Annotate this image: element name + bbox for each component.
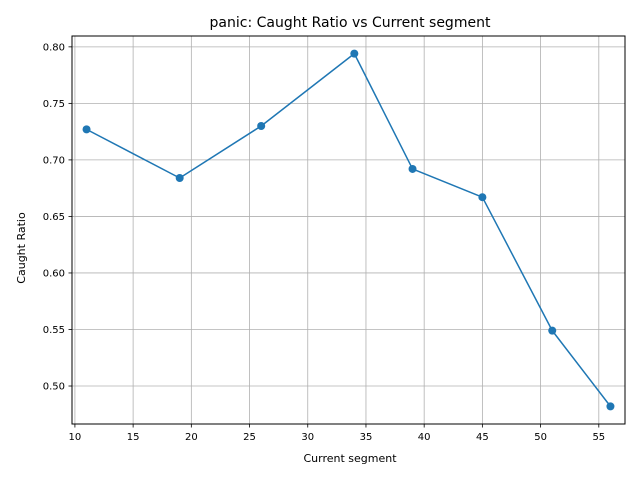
- x-tick-label: 20: [185, 432, 198, 443]
- data-point: [82, 125, 91, 134]
- x-tick-label: 30: [301, 432, 314, 443]
- data-point: [350, 49, 359, 58]
- data-point: [175, 173, 184, 182]
- x-axis: 10 15 20 25 30 35 40 45 50 55: [69, 424, 605, 443]
- data-point: [478, 193, 487, 202]
- x-tick-label: 55: [592, 432, 605, 443]
- y-tick-label: 0.60: [43, 268, 65, 279]
- y-tick-label: 0.80: [43, 42, 65, 53]
- x-tick-label: 35: [360, 432, 373, 443]
- x-tick-label: 45: [476, 432, 489, 443]
- y-axis-label: Caught Ratio: [15, 212, 28, 284]
- series-layer: [82, 49, 615, 411]
- y-tick-label: 0.50: [43, 382, 65, 393]
- y-tick-label: 0.65: [43, 212, 65, 223]
- y-tick-label: 0.70: [43, 155, 65, 166]
- x-tick-label: 10: [69, 432, 82, 443]
- grid: [72, 36, 625, 424]
- x-tick-label: 15: [127, 432, 140, 443]
- plot-frame: [71, 35, 626, 425]
- data-point: [408, 164, 417, 173]
- x-tick-label: 50: [534, 432, 547, 443]
- x-axis-label: Current segment: [303, 452, 397, 465]
- chart-title: panic: Caught Ratio vs Current segment: [210, 15, 491, 31]
- series-line: [86, 52, 612, 407]
- data-point: [606, 402, 615, 411]
- data-point: [548, 326, 557, 335]
- y-axis: 0.50 0.55 0.60 0.65 0.70 0.75 0.80: [43, 42, 72, 393]
- y-tick-label: 0.75: [43, 99, 65, 110]
- y-tick-label: 0.55: [43, 325, 65, 336]
- x-tick-label: 40: [418, 432, 431, 443]
- data-point: [257, 121, 266, 130]
- x-tick-label: 25: [243, 432, 256, 443]
